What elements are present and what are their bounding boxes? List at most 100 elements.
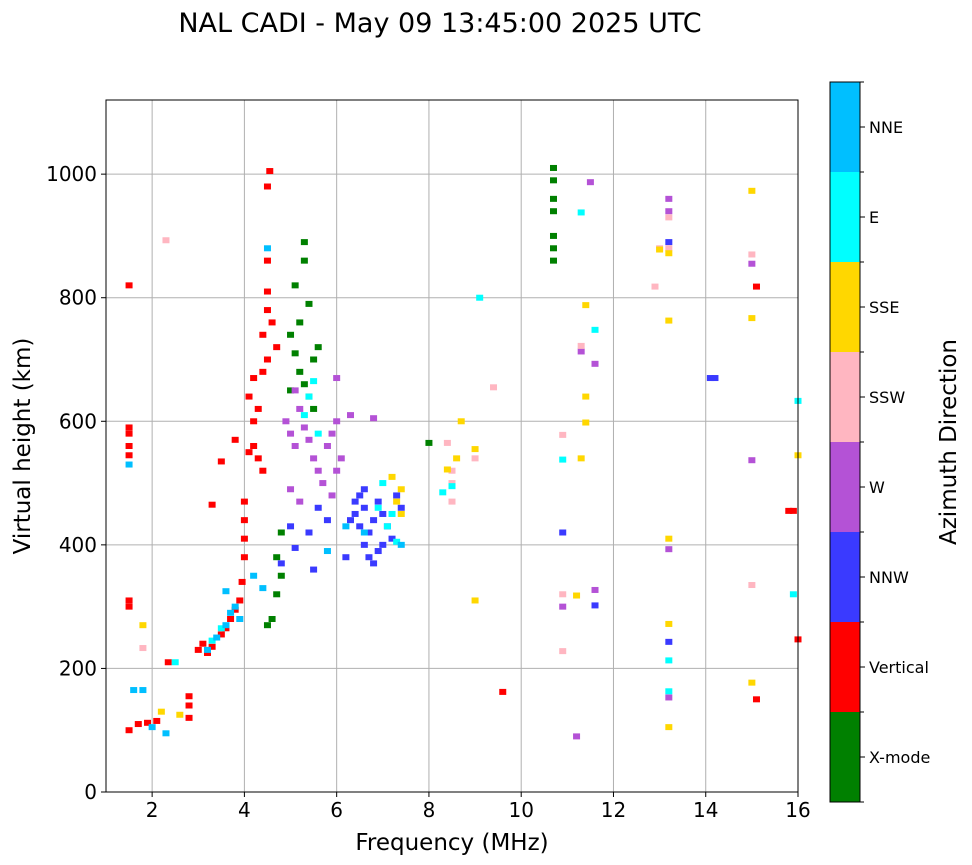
echo-point — [559, 603, 567, 610]
echo-point — [549, 208, 557, 215]
echo-point — [314, 467, 322, 474]
colorbar-segment — [830, 262, 860, 352]
y-tick-label: 800 — [59, 286, 97, 310]
echo-point — [153, 717, 161, 724]
echo-point — [337, 455, 345, 462]
echo-point — [240, 554, 248, 561]
echo-point — [328, 492, 336, 499]
y-tick-label: 400 — [59, 533, 97, 557]
echo-point — [559, 431, 567, 438]
echo-point — [374, 548, 382, 555]
echo-point — [203, 646, 211, 653]
colorbar-tick-label: W — [869, 478, 885, 497]
x-axis-ticks: 2 4 6 8 10 12 14 16 — [146, 792, 811, 822]
echo-point — [559, 456, 567, 463]
echo-point — [586, 179, 594, 186]
echo-point — [162, 237, 170, 244]
echo-point — [665, 694, 673, 701]
echo-point — [665, 535, 673, 542]
echo-point — [379, 541, 387, 548]
echo-point — [300, 381, 308, 388]
echo-point — [185, 702, 193, 709]
echo-point — [310, 405, 318, 412]
echo-point — [323, 548, 331, 555]
echo-point — [356, 523, 364, 530]
echo-point — [194, 646, 202, 653]
echo-point — [310, 566, 318, 573]
x-tick-label: 2 — [146, 798, 159, 822]
echo-point — [323, 443, 331, 449]
echo-point — [351, 510, 359, 517]
echo-point — [370, 415, 378, 422]
echo-point — [319, 480, 327, 487]
echo-point — [591, 326, 599, 333]
echo-point — [291, 282, 299, 289]
echo-point — [471, 597, 479, 604]
echo-point — [277, 529, 285, 536]
echo-point — [300, 239, 308, 246]
echo-point — [752, 283, 760, 290]
echo-point — [656, 246, 664, 253]
echo-point — [748, 457, 756, 464]
echo-point — [217, 631, 225, 638]
y-axis-ticks: 0 200 400 600 800 1000 — [46, 162, 106, 804]
echo-point — [573, 733, 581, 740]
echo-point — [457, 418, 465, 425]
echo-point — [439, 489, 447, 496]
echo-point — [379, 480, 387, 487]
echo-point — [591, 586, 599, 593]
colorbar-tick-label: NNW — [869, 568, 909, 587]
echo-point — [259, 331, 267, 338]
echo-point — [559, 529, 567, 536]
echo-point — [296, 498, 304, 505]
echo-point — [388, 535, 396, 542]
echo-point — [217, 458, 225, 465]
echo-point — [282, 418, 290, 425]
echo-point — [130, 687, 138, 694]
echo-point — [665, 239, 673, 246]
echo-point — [222, 588, 230, 595]
echo-point — [231, 436, 239, 443]
y-tick-label: 200 — [59, 656, 97, 680]
echo-point — [314, 344, 322, 351]
echo-point — [665, 724, 673, 731]
colorbar-segment — [830, 532, 860, 622]
echo-point — [448, 467, 456, 474]
echo-point — [559, 648, 567, 655]
echo-point — [291, 544, 299, 551]
echo-point — [273, 344, 281, 351]
echo-point — [300, 412, 308, 419]
echo-point — [573, 592, 581, 599]
echo-point — [789, 591, 797, 598]
echo-point — [549, 257, 557, 264]
echo-point — [397, 510, 405, 517]
echo-point — [443, 439, 451, 446]
colorbar-segment — [830, 622, 860, 712]
echo-point — [577, 342, 585, 349]
echo-point — [125, 443, 133, 449]
echo-point — [397, 541, 405, 548]
echo-point — [268, 616, 276, 622]
echo-point — [125, 282, 133, 289]
colorbar-label: Azimuth Direction — [936, 339, 962, 545]
echo-point — [273, 554, 281, 561]
echo-point — [125, 461, 133, 468]
echo-point — [393, 498, 401, 505]
echo-point — [425, 439, 433, 446]
echo-point — [287, 486, 295, 493]
echo-point — [125, 603, 133, 610]
echo-point — [356, 492, 364, 499]
echo-point — [287, 430, 295, 437]
echo-point — [748, 187, 756, 194]
echo-point — [789, 507, 797, 514]
echo-marks — [125, 164, 802, 740]
echo-point — [125, 430, 133, 437]
colorbar-segment — [830, 82, 860, 172]
echo-point — [236, 597, 244, 604]
echo-point — [296, 368, 304, 375]
echo-point — [314, 504, 322, 511]
echo-point — [203, 649, 211, 656]
echo-point — [227, 616, 235, 622]
echo-point — [144, 719, 152, 726]
colorbar: X-mode Vertical NNW W SSW SSE E NNE — [829, 81, 930, 803]
